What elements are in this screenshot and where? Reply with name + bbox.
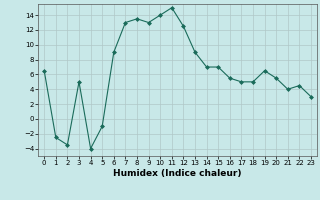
X-axis label: Humidex (Indice chaleur): Humidex (Indice chaleur) <box>113 169 242 178</box>
